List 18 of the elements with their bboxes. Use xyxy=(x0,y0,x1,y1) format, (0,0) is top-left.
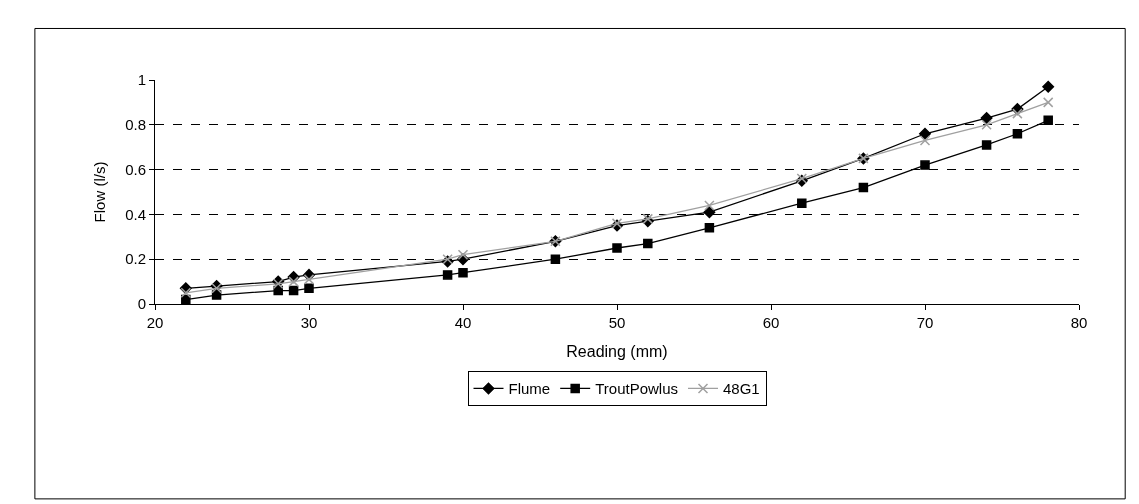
y-tick-label: 0.6 xyxy=(125,160,146,178)
y-tick-label: 0 xyxy=(137,295,146,313)
y-tick-label: 0.2 xyxy=(125,250,146,268)
x-tick-label: 30 xyxy=(300,314,318,331)
y-axis-title: Flow (l/s) xyxy=(91,161,109,223)
x-tick-label: 60 xyxy=(762,314,780,331)
x-tick-label: 20 xyxy=(146,314,164,331)
x-tick-label: 80 xyxy=(1070,314,1088,331)
legend-label: Flume xyxy=(508,380,551,398)
y-tick-label: 0.8 xyxy=(125,116,146,134)
y-tick-label: 1 xyxy=(137,71,146,89)
x-tick-label: 40 xyxy=(454,314,472,331)
legend-label: 48G1 xyxy=(723,380,760,398)
legend-label: TroutPowlus xyxy=(595,380,678,398)
x-tick-label: 50 xyxy=(608,314,626,331)
y-tick-label: 0.4 xyxy=(125,205,146,223)
x-axis-title: Reading (mm) xyxy=(566,342,668,360)
x-tick-label: 70 xyxy=(916,314,934,331)
